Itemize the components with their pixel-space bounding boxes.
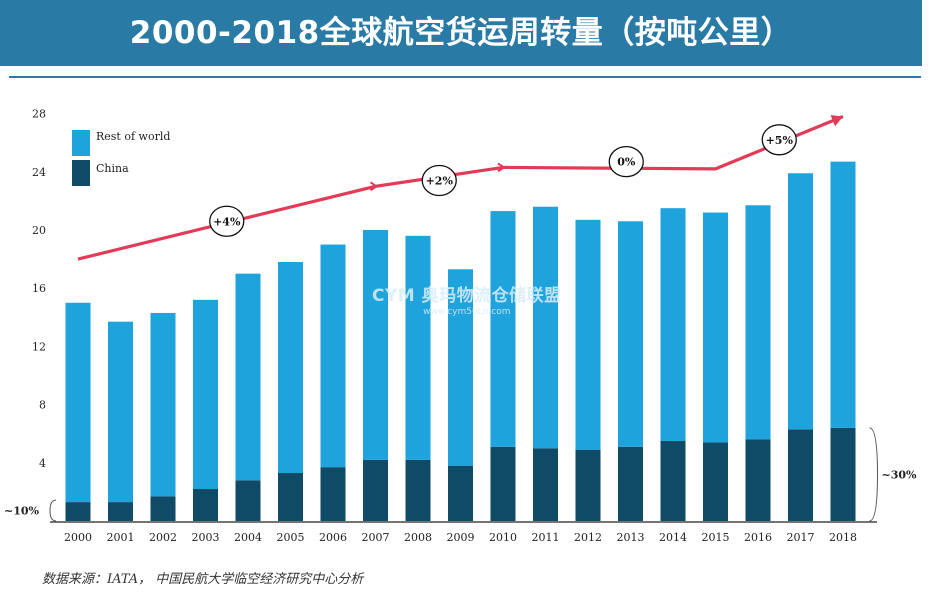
legend-label-china: China bbox=[96, 162, 129, 175]
bar-rest-of-world bbox=[278, 262, 303, 473]
x-tick-label: 2008 bbox=[404, 531, 432, 544]
bar-china bbox=[703, 442, 728, 521]
watermark-logo-text: CYM 奥玛物流仓储联盟 bbox=[372, 286, 562, 306]
source-note: 数据来源：IATA， 中国民航大学临空经济研究中心分析 bbox=[42, 572, 364, 587]
bar-china bbox=[448, 465, 473, 521]
y-tick-label: 28 bbox=[32, 108, 46, 121]
bar-china bbox=[533, 448, 558, 521]
trend-marker bbox=[497, 162, 506, 173]
bar-rest-of-world bbox=[65, 302, 91, 503]
right-bracket-label: ~30% bbox=[882, 468, 918, 481]
x-tick-label: 2016 bbox=[744, 531, 772, 544]
bar-china bbox=[150, 496, 176, 521]
left-bracket-label: ~10% bbox=[4, 505, 40, 518]
x-tick-label: 2006 bbox=[319, 531, 347, 544]
legend-swatch-china bbox=[72, 160, 90, 186]
bar-china bbox=[405, 459, 431, 521]
bar-china bbox=[235, 480, 261, 521]
bar-rest-of-world bbox=[405, 235, 431, 460]
growth-badge bbox=[608, 145, 644, 178]
bar-rest-of-world bbox=[320, 244, 346, 468]
x-tick-label: 2014 bbox=[659, 531, 687, 544]
x-tick-label: 2000 bbox=[64, 531, 92, 544]
legend-label-rest: Rest of world bbox=[96, 130, 170, 143]
bar-china bbox=[490, 446, 516, 521]
left-bracket bbox=[49, 499, 57, 522]
bar-rest-of-world bbox=[618, 221, 643, 447]
y-tick-label: 8 bbox=[39, 399, 46, 412]
x-tick-label: 2009 bbox=[447, 531, 475, 544]
x-tick-label: 2013 bbox=[617, 531, 645, 544]
x-tick-label: 2002 bbox=[149, 531, 177, 544]
y-tick-label: 12 bbox=[32, 340, 46, 353]
trend-arrowhead bbox=[830, 115, 843, 127]
legend-swatch-rest bbox=[72, 130, 90, 156]
growth-badge bbox=[761, 124, 797, 156]
bar-china bbox=[278, 472, 303, 521]
bar-rest-of-world bbox=[363, 230, 388, 460]
x-tick-label: 2001 bbox=[107, 531, 135, 544]
bar-rest-of-world bbox=[533, 206, 558, 449]
trend-marker bbox=[369, 181, 379, 192]
bar-rest-of-world bbox=[575, 219, 601, 450]
bar-rest-of-world bbox=[490, 211, 516, 447]
x-tick-label: 2011 bbox=[532, 531, 560, 544]
x-tick-label: 2004 bbox=[234, 531, 262, 544]
bar-china bbox=[618, 446, 643, 521]
watermark-url: www.cym56Ln.com bbox=[423, 307, 511, 317]
x-tick-label: 2012 bbox=[574, 531, 602, 544]
bar-rest-of-world bbox=[193, 299, 218, 489]
growth-badge-label: +4% bbox=[213, 215, 241, 228]
x-tick-label: 2017 bbox=[787, 531, 815, 544]
x-tick-label: 2015 bbox=[702, 531, 730, 544]
bar-rest-of-world bbox=[235, 273, 261, 481]
bar-rest-of-world bbox=[703, 212, 728, 443]
y-tick-label: 24 bbox=[32, 166, 46, 179]
growth-badge bbox=[421, 164, 457, 197]
growth-badge-label: +2% bbox=[426, 175, 454, 188]
trend-line bbox=[77, 115, 844, 261]
bar-rest-of-world bbox=[788, 173, 813, 430]
bar-china bbox=[830, 427, 856, 521]
page-title: 2000-2018全球航空货运周转量（按吨公里） bbox=[0, 0, 922, 66]
x-tick-label: 2010 bbox=[489, 531, 517, 544]
bar-rest-of-world bbox=[150, 312, 176, 497]
x-tick-label: 2003 bbox=[192, 531, 220, 544]
bar-china bbox=[788, 429, 813, 521]
x-tick-label: 2005 bbox=[277, 531, 305, 544]
bar-china bbox=[65, 502, 91, 521]
title-divider bbox=[9, 76, 921, 78]
bar-china bbox=[320, 467, 346, 521]
growth-badge-label: +5% bbox=[766, 134, 794, 147]
bar-china bbox=[108, 502, 133, 521]
bar-china bbox=[193, 488, 218, 521]
bar-china bbox=[745, 439, 771, 521]
bar-rest-of-world bbox=[448, 269, 473, 466]
bar-rest-of-world bbox=[108, 321, 133, 503]
bar-rest-of-world bbox=[660, 208, 686, 441]
y-tick-label: 20 bbox=[32, 224, 46, 237]
growth-badge-label: 0% bbox=[617, 156, 636, 169]
y-tick-label: 16 bbox=[32, 282, 46, 295]
chart: 4 8 12 16 20 24 28 2000 2001 2002 2003 2004 2005 2006… bbox=[4, 108, 918, 544]
x-tick-label: 2018 bbox=[829, 531, 857, 544]
bar-china bbox=[575, 449, 601, 521]
growth-badge bbox=[209, 205, 245, 237]
right-bracket bbox=[869, 427, 879, 522]
bar-rest-of-world bbox=[745, 205, 771, 440]
bar-china bbox=[363, 459, 388, 521]
bar-rest-of-world bbox=[830, 161, 856, 428]
bar-china bbox=[660, 440, 686, 521]
x-tick-label: 2007 bbox=[362, 531, 390, 544]
watermark: CYM 奥玛物流仓储联盟 www.cym56Ln.com bbox=[372, 281, 562, 317]
y-tick-label: 4 bbox=[39, 457, 46, 470]
